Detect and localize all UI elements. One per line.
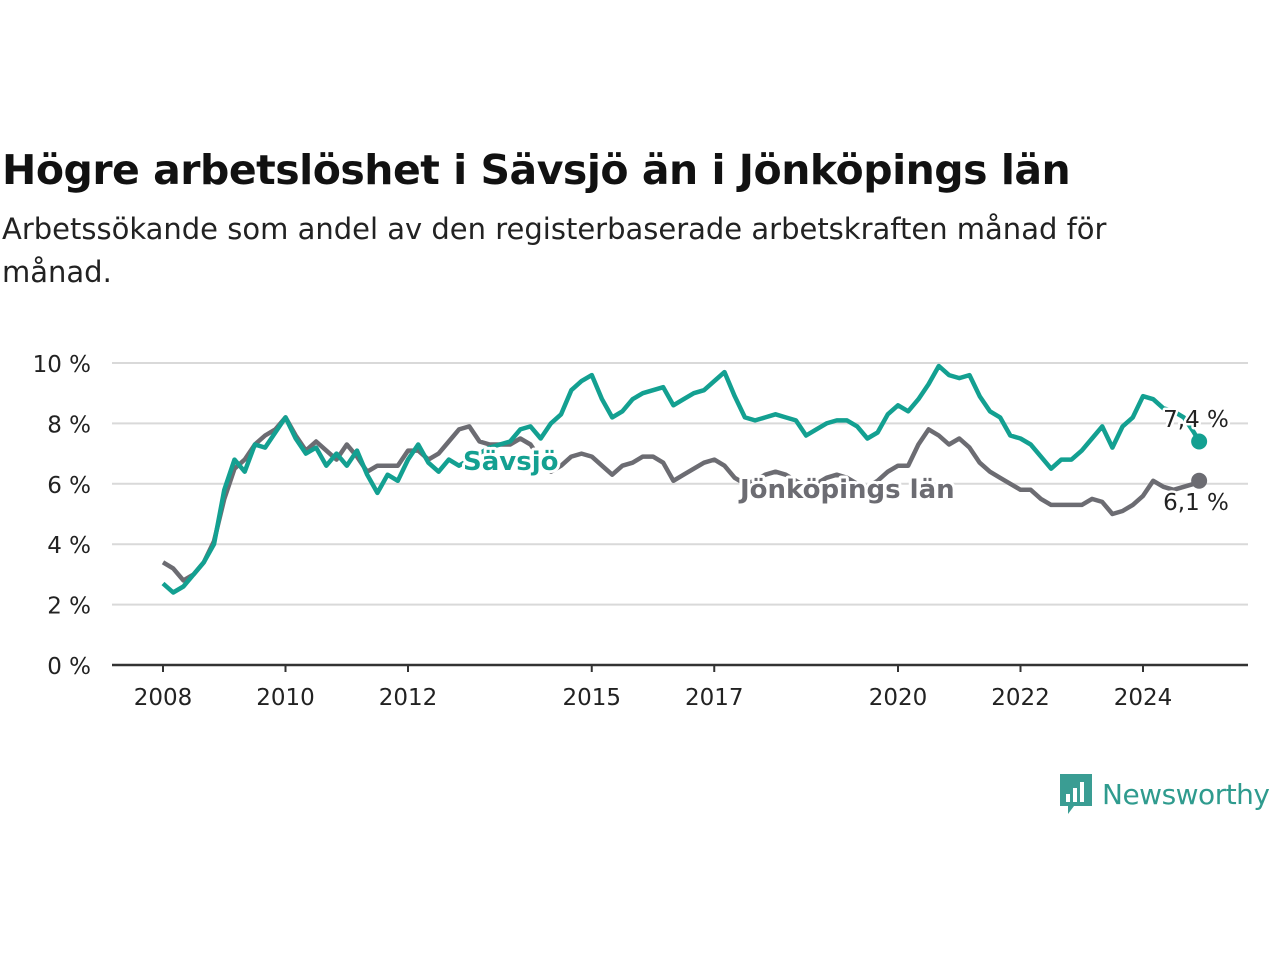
y-tick-label: 4 % [47,533,91,559]
y-tick-label: 8 % [47,412,91,438]
series-lines [161,363,1208,595]
y-tick-label: 0 % [47,654,91,680]
series-end-point [1191,433,1208,450]
y-tick-label: 2 % [47,594,91,620]
chart-title: Högre arbetslöshet i Sävsjö än i Jönköpi… [2,146,1071,194]
x-tick-label: 2022 [991,685,1050,711]
grid-lines [112,362,1248,606]
x-tick-label: 2017 [685,685,744,711]
y-axis-ticks: 0 % 2 % 4 % 6 % 8 % 10 % [33,352,91,680]
end-value-label: 6,1 % [1163,490,1229,516]
brand-name: Newsworthy [1102,777,1270,811]
x-tick-label: 2008 [134,685,193,711]
series-line [161,363,1202,595]
series-label: Jönköpings län [738,475,955,505]
series-end-point [1191,472,1208,489]
end-value-label: 7,4 % [1163,407,1229,433]
y-tick-label: 10 % [33,352,91,378]
x-axis: 2008 2010 2012 2015 2017 2020 2022 2024 [112,663,1248,711]
x-tick-label: 2012 [379,685,438,711]
x-tick-label: 2020 [869,685,928,711]
x-tick-label: 2015 [562,685,621,711]
chart-subtitle: Arbetssökande som andel av den registerb… [2,212,1107,289]
x-tick-label: 2010 [256,685,315,711]
line-chart: 0 % 2 % 4 % 6 % 8 % 10 % 2008 2010 2012 2015 2017… [33,352,1248,711]
end-label-halo: 6,1 % [1163,490,1229,516]
series-label-halo: Sävsjö [463,447,558,477]
series-line [161,415,1201,583]
y-tick-label: 6 % [47,473,91,499]
series-label-halo: Jönköpings län [738,475,955,505]
newsworthy-brand: Newsworthy [1058,772,1270,816]
end-label-halo: 7,4 % [1163,407,1229,433]
x-tick-label: 2024 [1114,685,1173,711]
newsworthy-logo-icon [1060,774,1092,814]
series-label: Sävsjö [463,447,558,477]
